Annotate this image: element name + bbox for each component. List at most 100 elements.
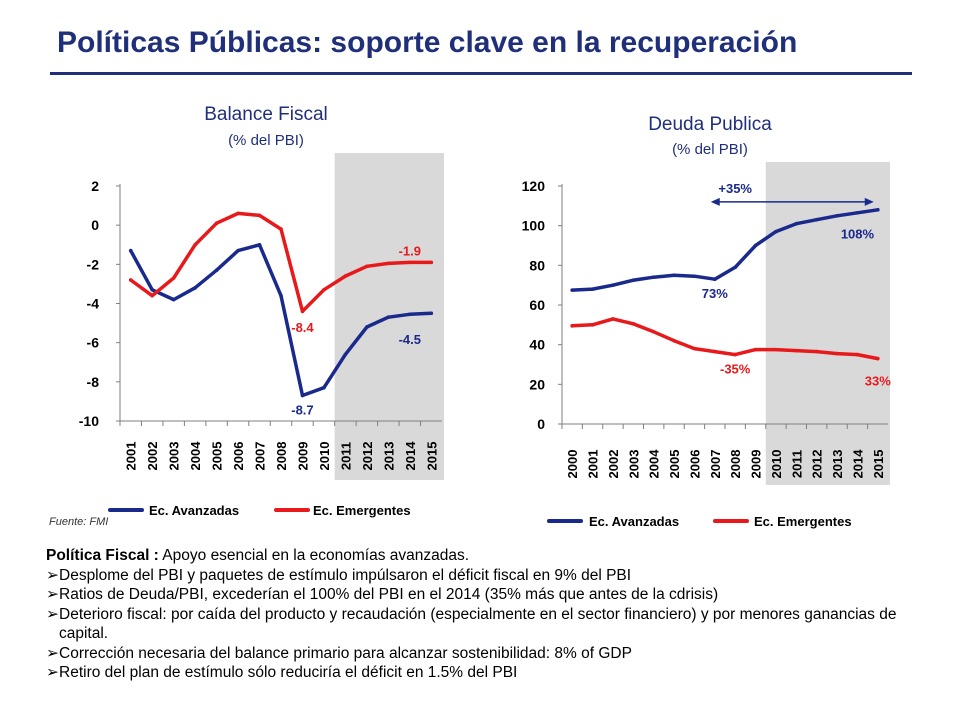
x-tick-label: 2002	[145, 442, 160, 471]
data-point	[774, 347, 778, 352]
note-bullet: ➢ Retiro del plan de estímulo sólo reduci…	[46, 663, 926, 683]
data-point	[128, 278, 133, 282]
y-tick-label: 80	[529, 257, 545, 273]
data-point	[128, 248, 133, 253]
y-tick-label: 0	[91, 217, 99, 233]
data-point	[322, 385, 326, 390]
data-point	[171, 297, 176, 302]
balance-fiscal-chart: 2 0 -2 -4 -6 -8 -10 2001 2002 2003 2004 2005 2006 200…	[79, 153, 444, 518]
data-point	[835, 213, 839, 218]
deuda-publica-chart: 120 100 80 60 40 20 0 2000 2001 2002 2003 2004 2005 2…	[522, 162, 891, 529]
data-point	[794, 221, 799, 226]
note-bullet: ➢ Deterioro fiscal: por caída del product…	[46, 605, 926, 644]
data-point	[570, 288, 574, 292]
policy-notes: Política Fiscal : Apoyo esencial en la e…	[46, 546, 926, 683]
data-point	[611, 283, 615, 287]
series-line	[570, 317, 880, 361]
data-point	[386, 261, 391, 266]
x-tick-label: 2014	[850, 449, 865, 479]
data-point	[279, 227, 283, 231]
chart-title-balance: Balance Fiscal	[204, 104, 328, 125]
bullet-arrow-icon: ➢	[46, 586, 59, 603]
source-note: Fuente: FMI	[49, 516, 109, 528]
bullet-arrow-icon: ➢	[46, 664, 59, 681]
data-label: +35%	[718, 181, 752, 196]
data-point	[692, 274, 697, 279]
data-label: 73%	[702, 286, 728, 301]
x-tick-label: 2015	[871, 450, 886, 479]
x-tick-label: 2011	[338, 442, 353, 470]
data-point	[753, 243, 758, 248]
data-point	[753, 347, 758, 352]
data-point	[692, 346, 697, 351]
data-point	[733, 265, 737, 270]
notes-lead: Política Fiscal : Apoyo esencial en la e…	[46, 546, 926, 566]
chart-subtitle-deuda: (% del PBI)	[672, 141, 748, 158]
data-point	[814, 217, 819, 222]
data-point	[794, 348, 799, 353]
x-tick-label: 2011	[789, 450, 804, 478]
legend-label: Ec. Avanzadas	[589, 514, 679, 529]
chart-title-deuda: Deuda Publica	[648, 114, 772, 135]
note-bullet-text: Deterioro fiscal: por caída del producto…	[59, 605, 897, 643]
x-tick-label: 2008	[274, 442, 289, 471]
data-label: -1.9	[399, 244, 421, 259]
data-label: -8.4	[291, 320, 314, 335]
x-tick-label: 2010	[769, 450, 784, 479]
y-tick-label: -2	[87, 256, 100, 272]
x-tick-label: 2009	[295, 442, 310, 471]
note-bullet-text: Retiro del plan de estímulo sólo reducir…	[59, 664, 518, 681]
data-point	[279, 293, 283, 298]
data-label: -8.7	[291, 402, 313, 417]
x-tick-label: 2013	[381, 442, 396, 471]
data-point	[429, 311, 434, 316]
series-line	[570, 208, 880, 292]
slide-title: Políticas Públicas: soporte clave en la …	[57, 26, 798, 59]
data-point	[774, 229, 778, 234]
data-point	[386, 315, 391, 320]
x-tick-label: 2005	[210, 442, 225, 471]
data-point	[365, 264, 369, 269]
y-tick-label: -6	[87, 335, 100, 351]
x-tick-label: 2003	[626, 450, 641, 479]
legend-label: Ec. Emergentes	[313, 503, 411, 518]
x-tick-label: 2014	[403, 441, 418, 471]
data-point	[150, 293, 154, 298]
notes-lead-text: Apoyo esencial en la economías avanzadas…	[158, 547, 470, 564]
data-point	[651, 329, 656, 334]
bullet-arrow-icon: ➢	[46, 566, 59, 584]
bullet-arrow-icon: ➢	[46, 644, 59, 662]
x-tick-label: 2008	[728, 450, 743, 479]
data-point	[257, 213, 262, 218]
x-tick-label: 2012	[360, 442, 375, 471]
x-tick-label: 2007	[708, 450, 723, 479]
data-point	[150, 287, 154, 292]
data-point	[343, 352, 348, 357]
data-point	[365, 325, 369, 329]
data-label: -4.5	[399, 332, 421, 347]
x-tick-label: 2013	[830, 450, 845, 479]
x-tick-label: 2003	[167, 442, 182, 471]
data-point	[835, 351, 839, 356]
y-tick-label: 100	[522, 218, 546, 234]
data-point	[672, 273, 676, 278]
x-tick-label: 2012	[810, 450, 825, 479]
y-tick-label: 2	[91, 178, 99, 194]
note-bullet-text: Ratios de Deuda/PBI, excederían el 100% …	[59, 586, 719, 603]
y-tick-label: 60	[529, 297, 545, 313]
data-point	[300, 393, 305, 398]
data-label: -35%	[720, 361, 751, 376]
data-point	[876, 208, 880, 212]
data-point	[214, 221, 219, 226]
data-point	[590, 323, 595, 327]
legend-label: Ec. Emergentes	[754, 514, 852, 529]
title-rule	[50, 72, 912, 75]
note-bullet: ➢ Corrección necesaria del balance primar…	[46, 644, 926, 664]
note-bullet: ➢ Ratios de Deuda/PBI, excederían el 100%…	[46, 585, 926, 605]
bullet-arrow-icon: ➢	[46, 605, 59, 623]
arrow-head-right-icon	[864, 197, 874, 206]
data-point	[713, 277, 717, 282]
chart-subtitle-balance: (% del PBI)	[228, 132, 304, 149]
data-point	[611, 317, 615, 321]
